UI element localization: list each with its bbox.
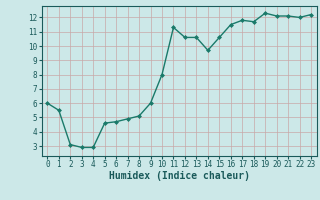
X-axis label: Humidex (Indice chaleur): Humidex (Indice chaleur) <box>109 171 250 181</box>
